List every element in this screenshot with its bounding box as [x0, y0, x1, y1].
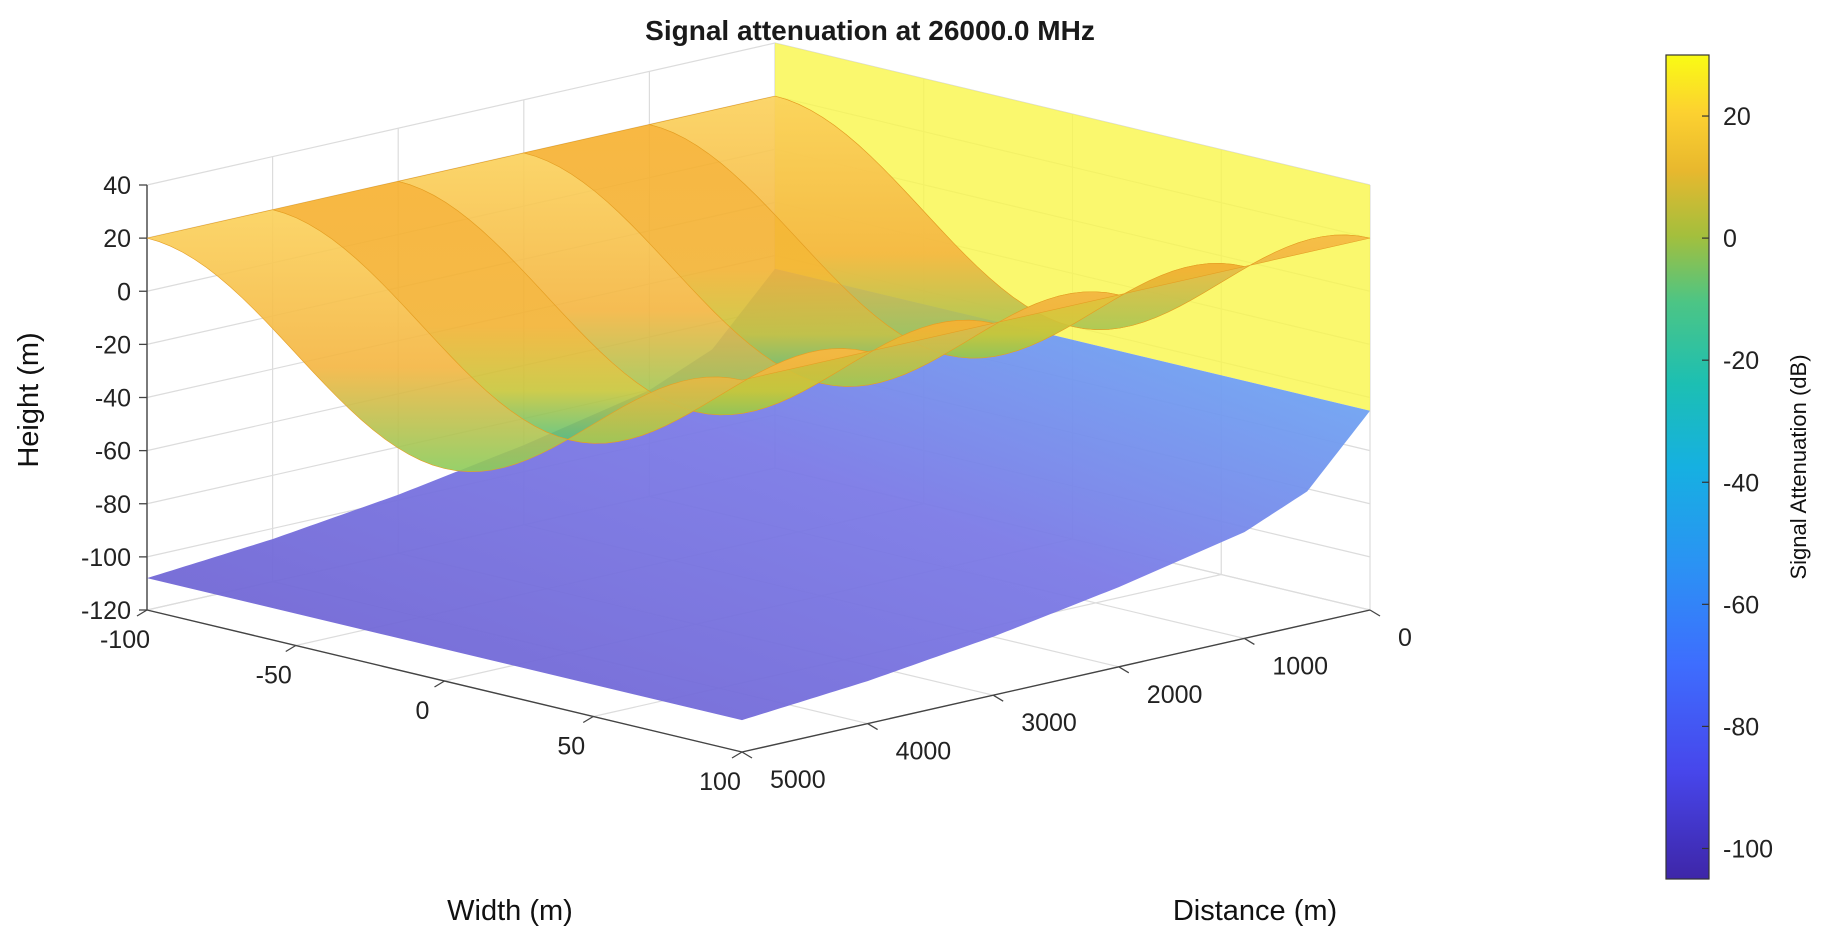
y-tick-mark — [1369, 609, 1381, 617]
colorbar-tick-label: -100 — [1723, 835, 1773, 863]
x-tick-mark — [731, 751, 743, 759]
x-tick-label: 50 — [557, 733, 585, 761]
colorbar-tick-label: -60 — [1723, 591, 1759, 619]
colorbar-tick-label: -80 — [1723, 713, 1759, 741]
x-tick-mark — [434, 680, 445, 688]
colorbar-label: Signal Attenuation (dB) — [1786, 354, 1811, 579]
z-tick-label: 20 — [103, 225, 131, 253]
y-tick-mark — [741, 751, 753, 759]
wave-surface-band — [145, 209, 868, 472]
chart-title: Signal attenuation at 26000.0 MHz — [645, 15, 1095, 46]
surfaces — [145, 43, 1371, 721]
x-tick-mark — [285, 644, 297, 653]
colorbar-tick-label: -20 — [1723, 347, 1759, 375]
y-tick-mark — [992, 694, 1004, 702]
colorbar-tick-label: -40 — [1723, 469, 1759, 497]
x-tick-label: 100 — [699, 768, 741, 796]
x-tick-label: -100 — [100, 626, 150, 654]
z-tick-label: -100 — [81, 544, 131, 572]
z-axis-label: Height (m) — [13, 332, 45, 467]
colorbar-ticks: 20 0 -20 -40 -60 -80 -100 — [1702, 103, 1773, 863]
near-plane-surface — [775, 43, 1370, 411]
y-axis-line — [741, 609, 1371, 753]
z-tick-label: -120 — [81, 597, 131, 625]
z-tick-label: -40 — [95, 385, 131, 413]
x-tick-label: 0 — [416, 697, 430, 725]
x-tick-mark — [136, 609, 148, 617]
y-tick-label: 1000 — [1272, 652, 1328, 680]
colorbar-tick-label: 0 — [1723, 225, 1737, 253]
y-tick-mark — [867, 723, 878, 731]
axis-ticks: 40200-20-40-60-80-100-120-100-5005010001… — [81, 172, 1412, 796]
z-tick-label: 40 — [103, 172, 131, 200]
y-axis-label: Distance (m) — [1173, 895, 1337, 927]
x-axis-label: Width (m) — [447, 895, 573, 927]
y-tick-label: 4000 — [896, 738, 952, 766]
z-tick-label: 0 — [117, 278, 131, 306]
y-tick-mark — [1244, 637, 1255, 645]
z-tick-label: -20 — [95, 331, 131, 359]
colorbar-gradient — [1665, 54, 1710, 880]
x-tick-mark — [582, 715, 594, 724]
y-tick-mark — [1118, 666, 1130, 674]
y-tick-label: 3000 — [1021, 709, 1077, 737]
y-tick-label: 5000 — [770, 766, 826, 794]
z-tick-label: -80 — [95, 491, 131, 519]
y-tick-label: 2000 — [1147, 681, 1203, 709]
colorbar: 20 0 -20 -40 -60 -80 -100 Signal Attenuation (… — [1665, 54, 1811, 880]
terrain-surface — [147, 268, 1370, 721]
x-tick-label: -50 — [256, 662, 292, 690]
y-tick-label: 0 — [1398, 624, 1412, 652]
z-tick-label: -60 — [95, 438, 131, 466]
colorbar-tick-label: 20 — [1723, 103, 1751, 131]
